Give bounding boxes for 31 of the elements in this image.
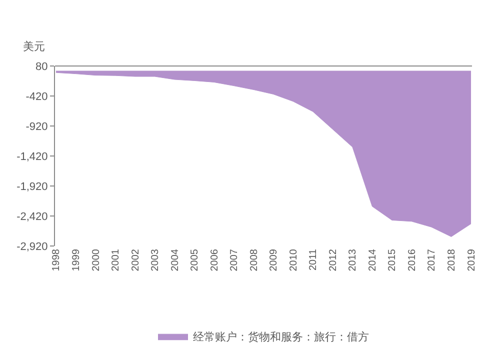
- x-tick-label: 2016: [406, 248, 418, 272]
- x-tick-label: 2019: [466, 248, 478, 272]
- x-tick-label: 2003: [150, 248, 162, 272]
- x-tick-label: 2001: [110, 248, 122, 272]
- y-tick-label: -920: [26, 120, 48, 133]
- y-tick-label: -1,420: [16, 150, 48, 163]
- x-tick-label: 2014: [367, 248, 378, 272]
- y-tick-label: -2,420: [16, 210, 48, 223]
- x-tick-label: 2015: [387, 248, 398, 272]
- x-tick-label: 2002: [130, 248, 142, 272]
- x-tick-label: 2006: [209, 248, 220, 272]
- x-tick-label: 1998: [51, 248, 62, 272]
- x-tick-label: 2012: [328, 248, 339, 272]
- x-tick-label: 2011: [308, 248, 320, 271]
- x-tick-label: 2007: [229, 248, 240, 272]
- x-tick-label: 2010: [288, 248, 300, 272]
- x-tick-label: 2004: [170, 248, 181, 272]
- x-tick-label: 2018: [446, 248, 458, 272]
- x-tick-label: 2008: [248, 248, 260, 272]
- x-tick-label: 2000: [90, 248, 102, 272]
- y-tick-label: -2,920: [16, 240, 48, 253]
- y-tick-label: -420: [26, 90, 48, 103]
- x-tick-label: 2017: [426, 248, 438, 272]
- legend-label: 经常账户：货物和服务：旅行：借方: [193, 330, 369, 344]
- y-tick-label: -1,920: [16, 180, 48, 193]
- x-tick-label: 2009: [268, 248, 280, 272]
- x-tick-label: 1999: [71, 248, 82, 272]
- y-tick-label: 80: [36, 60, 48, 73]
- x-tick-label: 2013: [348, 248, 359, 272]
- y-axis-title: 美元: [23, 40, 45, 53]
- x-tick-label: 2005: [190, 248, 201, 272]
